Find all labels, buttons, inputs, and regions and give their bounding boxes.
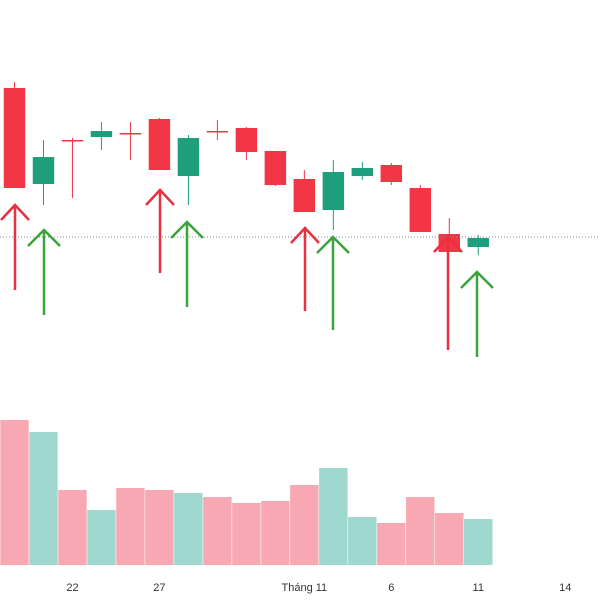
candle-body bbox=[3, 88, 26, 188]
arrow bbox=[145, 188, 175, 273]
volume-bar bbox=[290, 485, 319, 565]
candle-body bbox=[148, 119, 171, 170]
candle-body bbox=[380, 165, 403, 182]
x-tick-label: 22 bbox=[66, 582, 78, 594]
candle-body bbox=[351, 168, 374, 176]
candle-body bbox=[61, 140, 84, 142]
arrow bbox=[170, 220, 204, 307]
volume-bar bbox=[319, 468, 348, 565]
volume-bar bbox=[145, 490, 174, 565]
candle-body bbox=[177, 138, 200, 176]
candle-body bbox=[206, 131, 229, 133]
candle-body bbox=[90, 131, 113, 137]
x-tick-label: 27 bbox=[153, 582, 165, 594]
green-arrows bbox=[27, 220, 494, 357]
volume-bar bbox=[464, 519, 493, 565]
volume-bar bbox=[377, 523, 406, 565]
candle-body bbox=[322, 172, 345, 210]
volume-bar bbox=[0, 420, 29, 565]
volume-bar bbox=[174, 493, 203, 565]
volume-bar bbox=[435, 513, 464, 565]
volume-bar bbox=[232, 503, 261, 565]
candle-body bbox=[32, 157, 55, 184]
volume-bar bbox=[203, 497, 232, 565]
volume-bar bbox=[58, 490, 87, 565]
x-tick-label: 14 bbox=[559, 582, 571, 594]
candle-body bbox=[235, 128, 258, 152]
arrow bbox=[316, 235, 350, 330]
arrow bbox=[0, 203, 30, 290]
x-tick-label: 11 bbox=[473, 582, 484, 594]
arrow bbox=[290, 226, 320, 311]
candle-body bbox=[409, 188, 432, 232]
arrow bbox=[27, 228, 61, 315]
arrow bbox=[433, 235, 463, 350]
volume-bar bbox=[29, 432, 58, 565]
candle-body bbox=[293, 179, 316, 212]
volume-bar bbox=[116, 488, 145, 565]
plot: 22 27 Tháng 11 6 11 14 bbox=[0, 82, 571, 594]
arrow bbox=[460, 270, 494, 357]
candle-body bbox=[438, 234, 460, 252]
x-tick-label: Tháng 11 bbox=[282, 582, 328, 594]
x-tick-label: 6 bbox=[388, 582, 394, 594]
candle-body bbox=[119, 133, 142, 135]
candle-body bbox=[264, 151, 287, 185]
candle-body bbox=[467, 238, 489, 247]
red-arrows bbox=[0, 188, 463, 350]
volume-bar bbox=[406, 497, 435, 565]
annotations bbox=[0, 188, 494, 357]
volume-bar bbox=[87, 510, 116, 565]
volume-bar bbox=[261, 501, 290, 565]
volume-bar bbox=[348, 517, 377, 565]
